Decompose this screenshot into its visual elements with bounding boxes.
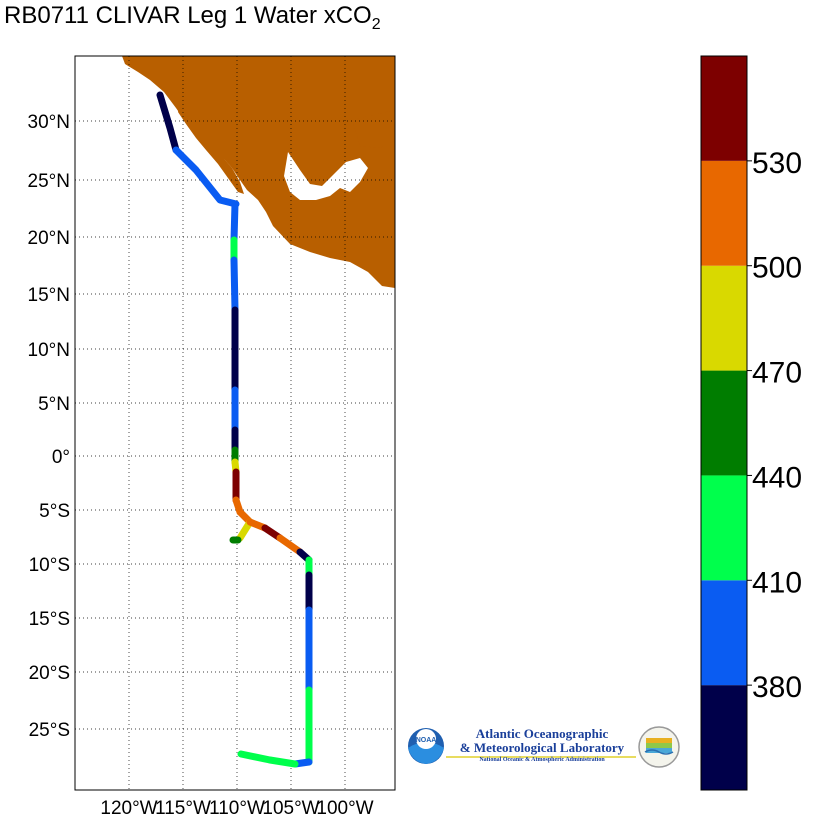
colorbar [700,55,748,791]
longitude-label: 105°W [262,798,319,818]
latitude-label: 10°S [29,555,70,576]
track-segment [156,91,180,154]
colorbar-segment [701,265,747,371]
colorbar-segment [701,580,747,686]
aoml-logo-text: Atlantic Oceanographic & Meteorological … [446,726,638,764]
latitude-label: 5°S [39,501,70,522]
aoml-emblem [638,726,680,768]
longitude-label: 100°W [316,798,373,818]
ship-track [156,91,313,768]
track-segment [237,750,274,764]
colorbar-segment [701,475,747,581]
colorbar-tick-label: 440 [752,461,802,494]
colorbar-segment [701,685,747,790]
latitude-label: 20°N [28,228,70,249]
track-segment [276,534,304,556]
latitude-label: 0° [52,447,70,468]
latitude-label: 20°S [29,663,70,684]
colorbar-segment [701,160,747,266]
latitude-label: 5°N [38,394,70,415]
longitude-label: 115°W [155,798,211,818]
colorbar-tick-label: 380 [752,671,802,704]
colorbar-tick-labels: 380 410 440 470 500 530 [747,147,802,704]
colorbar-segment [701,56,747,161]
track-segment [172,146,240,208]
latitude-label: 25°S [29,720,70,741]
latitude-label: 15°N [28,285,70,306]
colorbar-tick-label: 530 [752,147,802,180]
land-mass [122,56,395,288]
latitude-label: 30°N [28,112,70,133]
title-subscript: 2 [371,15,381,33]
map-title: RB0711 CLIVAR Leg 1 Water xCO2 [4,2,381,34]
title-main: RB0711 CLIVAR Leg 1 Water xCO [4,2,372,29]
track-segment [230,200,239,244]
latitude-label: 15°S [29,609,70,630]
longitude-label: 110°W [209,798,265,818]
noaa-logo: NOAA [408,728,444,764]
track-segment [230,256,239,314]
latitude-label: 25°N [28,171,70,192]
latitude-label: 10°N [28,340,70,361]
latitude-labels: 30°N 25°N 20°N 15°N 10°N 5°N 0° 5°S 10°S 15°S 20°S… [28,112,70,741]
colorbar-segment [701,370,747,476]
track-segment [266,756,299,768]
aoml-line-3: National Oceanic & Atmospheric Administr… [479,757,605,763]
noaa-badge-text: NOAA [416,737,437,744]
colorbar-tick-label: 410 [752,566,802,599]
longitude-label: 120°W [100,798,157,818]
colorbar-tick-label: 470 [752,357,802,390]
map-frame [74,55,396,791]
colorbar-tick-label: 500 [752,252,802,285]
aoml-line-2: & Meteorological Laboratory [459,740,625,755]
aoml-line-1: Atlantic Oceanographic [475,726,609,741]
